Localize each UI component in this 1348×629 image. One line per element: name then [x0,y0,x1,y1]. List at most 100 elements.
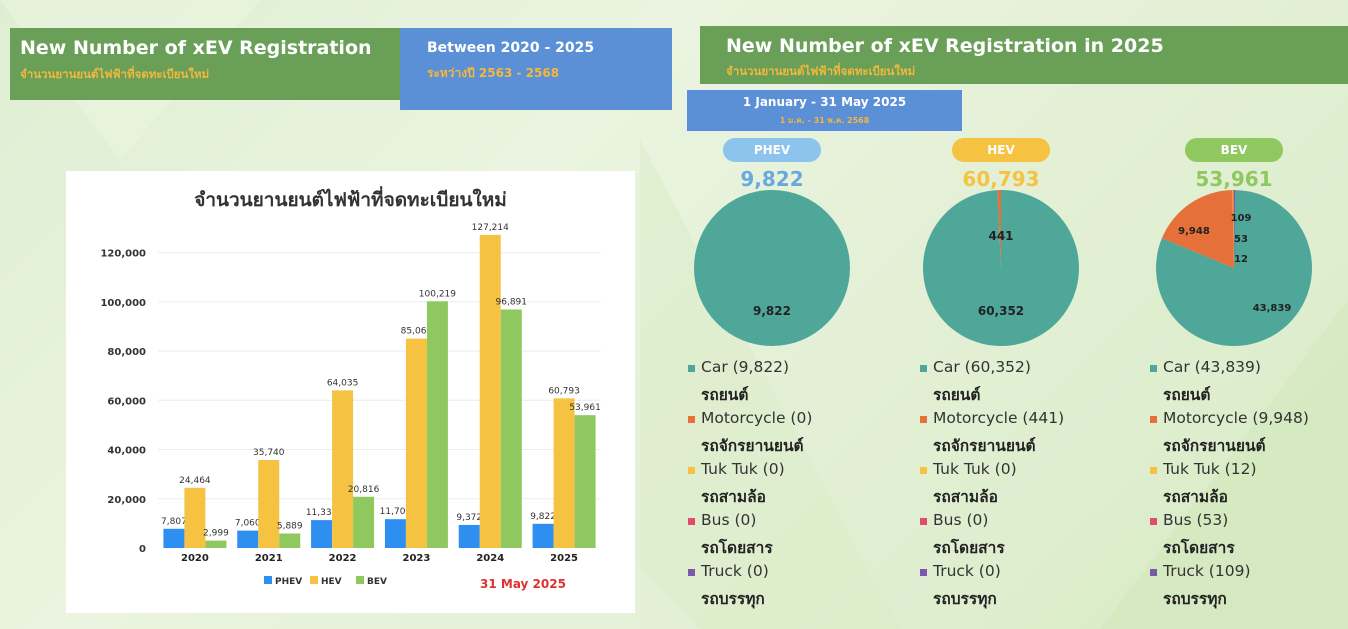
right-header-title: New Number of xEV Registration in 2025 [726,35,1164,57]
legend-swatch [920,518,927,525]
legend-label-th: รถจักรยานยนต์ [1163,437,1266,455]
left-header-banner: New Number of xEV Registration จำนวนยานย… [10,28,400,100]
pie-slice-truck [1234,190,1236,268]
x-tick-label: 2022 [329,553,357,564]
period-subtitle: 1 ม.ค. - 31 พ.ค. 2568 [779,116,870,125]
legend-swatch [920,569,927,576]
legend-label-th: รถบรรทุก [1163,590,1227,608]
legend-swatch [310,576,318,584]
pie-chart-bev: 43,839 9,948 109 53 12 [1156,190,1312,346]
y-tick-label: 80,000 [107,347,146,358]
bar-data-label: 7,807 [161,517,187,527]
left-header-title: New Number of xEV Registration [20,37,372,59]
legend-label-en: Tuk Tuk (0) [701,460,785,478]
bar-phev [458,524,480,548]
bar-bev [500,309,522,548]
legend-label-en: Motorcycle (0) [701,409,813,427]
bar-data-label: 20,816 [348,485,380,495]
bar-data-label: 11,331 [306,508,338,518]
legend-label-en: Truck (0) [933,562,1001,580]
legend-label-en: Bus (0) [701,511,757,529]
legend-label: PHEV [275,577,302,587]
bar-data-label: 100,219 [419,289,456,299]
pie-slice-bus [1233,190,1235,268]
pie-value-label: 109 [1231,213,1252,224]
legend-swatch [688,467,695,474]
legend-swatch [1150,518,1157,525]
left-header-subtitle: จำนวนยานยนต์ไฟฟ้าที่จดทะเบียนใหม่ [20,67,210,81]
bar-data-label: 9,372 [456,513,482,523]
pie-value-label: 53 [1234,234,1248,245]
bar-bev [574,415,596,548]
legend-label-en: Bus (53) [1163,511,1229,529]
legend-label-th: รถจักรยานยนต์ [933,437,1036,455]
pie-value-label: 9,948 [1178,226,1210,237]
pie-value-label: 9,822 [753,304,791,318]
x-tick-label: 2024 [476,553,504,564]
bar-data-label: 64,035 [327,378,359,388]
y-tick-label: 0 [139,544,146,555]
bar-data-label: 85,069 [401,327,433,337]
range-subtitle: ระหว่างปี 2563 - 2568 [427,66,560,80]
bar-hev [479,234,501,548]
legend-label-en: Tuk Tuk (0) [933,460,1017,478]
legend-swatch [1150,467,1157,474]
x-tick-label: 2025 [550,553,578,564]
y-tick-label: 60,000 [107,396,146,407]
right-header-subtitle: จำนวนยานยนต์ไฟฟ้าที่จดทะเบียนใหม่ [726,64,916,78]
legend-swatch [688,416,695,423]
legend-label-th: รถยนต์ [701,386,749,404]
pie-slice-tuk-tuk [1232,190,1234,268]
total-bev: 53,961 [1195,167,1273,191]
bar-phev [532,523,554,548]
y-tick-label: 100,000 [100,298,146,309]
right-header-banner: New Number of xEV Registration in 2025 จ… [700,26,1348,84]
period-title: 1 January - 31 May 2025 [742,95,907,109]
bar-data-label: 11,703 [380,507,412,517]
total-hev: 60,793 [962,167,1040,191]
bar-bev [353,496,375,548]
legend-label-en: Motorcycle (9,948) [1163,409,1309,427]
pie-chart-phev: 9,822 [694,190,850,346]
legend-label-en: Car (43,839) [1163,358,1261,376]
legend-label: BEV [367,577,387,587]
legend-swatch [264,576,272,584]
legend-label-en: Bus (0) [933,511,989,529]
legend-label-en: Car (9,822) [701,358,790,376]
legend-label-th: รถยนต์ [933,386,981,404]
legend-label-th: รถจักรยานยนต์ [701,437,804,455]
bar-data-label: 5,889 [277,522,303,532]
legend-label-th: รถสามล้อ [1163,488,1228,506]
pill-bev: BEV [1185,138,1283,162]
bar-data-label: 24,464 [179,476,211,486]
legend-label-th: รถบรรทุก [701,590,765,608]
legend-swatch [1150,569,1157,576]
bar-data-label: 60,793 [548,386,580,396]
bar-hev [553,398,575,548]
bar-hev [332,390,354,548]
bar-bev [205,540,227,548]
legend-swatch [356,576,364,584]
pie-slice-motorcycle [1161,190,1234,268]
bar-chart-panel: จำนวนยานยนต์ไฟฟ้าที่จดทะเบียนใหม่ 0 20,00… [66,171,635,613]
bar-data-label: 53,961 [569,403,601,413]
legend-swatch [688,569,695,576]
x-tick-label: 2020 [181,553,209,564]
y-tick-label: 120,000 [100,249,146,260]
bar-phev [311,520,333,548]
legend-label-th: รถโดยสาร [933,539,1005,557]
bar-phev [237,530,259,548]
legend-swatch [688,518,695,525]
legend-label-en: Tuk Tuk (12) [1163,460,1257,478]
legend-label-th: รถบรรทุก [933,590,997,608]
range-title: Between 2020 - 2025 [427,40,595,56]
bar-bev [279,533,301,548]
legend-label-en: Car (60,352) [933,358,1031,376]
bar-data-label: 7,060 [235,519,261,529]
bar-data-label: 127,214 [472,223,509,233]
legend-swatch [920,416,927,423]
y-tick-label: 40,000 [107,446,146,457]
bar-hev [258,460,280,548]
total-phev: 9,822 [740,167,804,191]
legend-swatch [688,365,695,372]
